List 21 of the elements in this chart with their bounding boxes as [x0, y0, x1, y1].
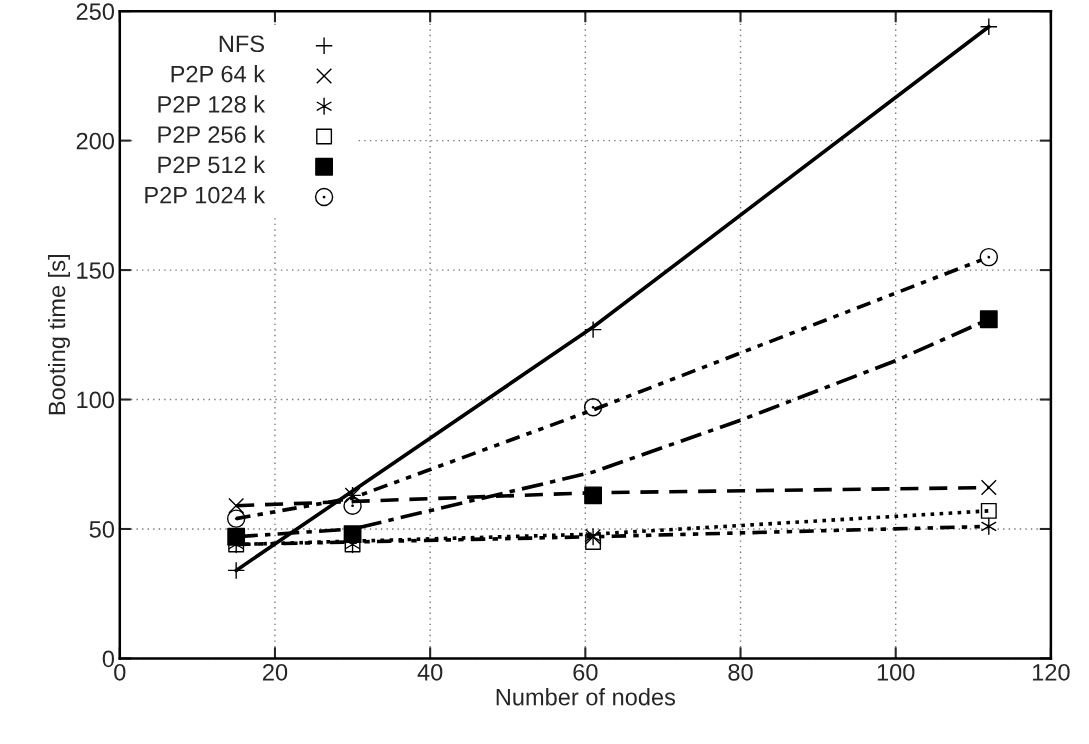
y-tick-label: 100 — [77, 391, 115, 409]
legend-label: P2P 512 k — [158, 155, 266, 174]
y-tick-label: 0 — [102, 650, 115, 668]
y-tick-label: 200 — [76, 132, 115, 150]
x-tick-label: 40 — [417, 663, 443, 681]
x-tick-label: 100 — [877, 663, 915, 681]
x-tick-label: 60 — [573, 663, 598, 681]
legend-label: P2P 1024 k — [145, 186, 266, 204]
y-tick-label: 150 — [77, 262, 115, 279]
legend-label: P2P 128 k — [158, 95, 266, 113]
legend-label: NFS — [219, 35, 264, 53]
x-tick-label: 120 — [1032, 663, 1070, 681]
x-axis-title: Number of nodes — [496, 688, 676, 706]
x-tick-label: 0 — [114, 663, 126, 681]
y-tick-label: 250 — [76, 3, 115, 20]
y-tick-label: 50 — [89, 521, 115, 538]
x-tick-label: 80 — [728, 663, 753, 681]
legend-label: P2P 64 k — [171, 65, 266, 83]
legend-label: P2P 256 k — [158, 125, 266, 143]
x-tick-label: 20 — [263, 663, 288, 681]
y-axis-title: Booting time [s] — [47, 255, 70, 415]
